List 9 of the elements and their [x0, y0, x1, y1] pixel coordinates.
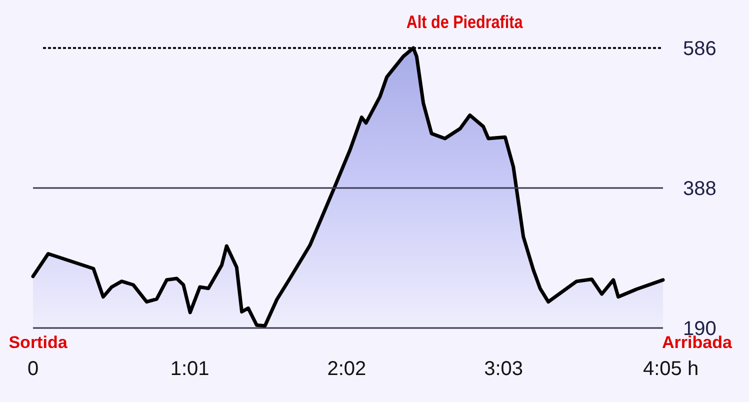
- x-tick-label: 2:02: [327, 358, 366, 380]
- y-tick-label: 586: [683, 38, 716, 60]
- x-tick-label: 3:03: [484, 358, 524, 380]
- x-tick-label: 1:01: [170, 358, 210, 380]
- ref-line-label: Alt de Piedrafita: [406, 12, 524, 32]
- y-tick-label: 388: [683, 178, 716, 200]
- x-tick-label: 4:05 h: [643, 358, 699, 380]
- text: Sortida: [8, 333, 68, 352]
- x-tick-label: 0: [27, 358, 39, 380]
